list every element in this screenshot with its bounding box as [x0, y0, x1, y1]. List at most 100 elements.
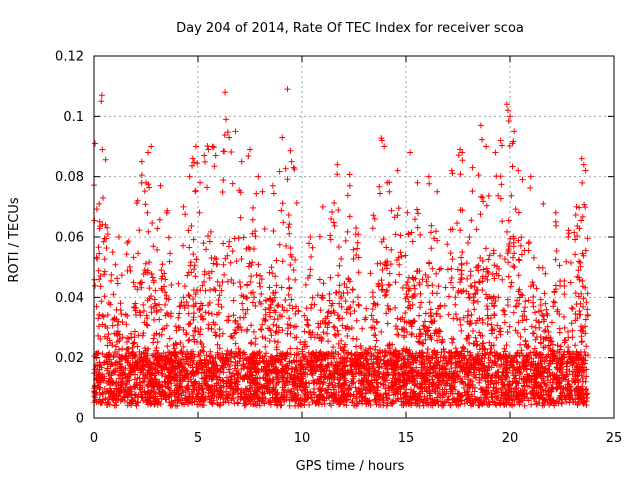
data-point [210, 319, 217, 326]
data-point [219, 330, 226, 337]
data-point [405, 298, 412, 305]
data-point [414, 179, 421, 186]
data-point [425, 173, 432, 180]
data-point [515, 256, 522, 263]
data-point [257, 283, 264, 290]
data-point [394, 167, 401, 174]
data-point [213, 256, 220, 263]
data-point [449, 170, 456, 177]
data-point [386, 188, 393, 195]
data-point [521, 383, 528, 390]
data-point [392, 231, 399, 238]
data-point [501, 307, 508, 314]
data-point [308, 253, 315, 260]
data-point [483, 302, 490, 309]
data-point [531, 345, 538, 352]
data-point [497, 252, 504, 259]
data-point [205, 270, 212, 277]
data-point [275, 302, 282, 309]
data-point [424, 345, 431, 352]
data-point [359, 325, 366, 332]
data-point [136, 309, 143, 316]
data-point [522, 337, 529, 344]
data-point [449, 256, 456, 263]
data-point [92, 282, 99, 289]
data-point [134, 343, 141, 350]
data-point [353, 336, 360, 343]
data-point [437, 265, 444, 272]
data-point [142, 201, 149, 208]
data-point [167, 313, 174, 320]
data-point [409, 294, 416, 301]
data-point [541, 328, 548, 335]
data-point [428, 222, 435, 229]
data-point [459, 288, 466, 295]
data-point [214, 341, 221, 348]
data-point [412, 216, 419, 223]
data-point [510, 309, 517, 316]
data-point [483, 143, 490, 150]
data-point [388, 207, 395, 214]
data-point [317, 307, 324, 314]
data-point [114, 351, 121, 358]
data-point [223, 116, 230, 123]
data-point [256, 348, 263, 355]
data-point [442, 284, 449, 291]
data-point [447, 279, 454, 286]
data-point [98, 98, 105, 105]
data-point [140, 308, 147, 315]
data-point [202, 287, 209, 294]
data-point [119, 319, 126, 326]
data-point [93, 206, 100, 213]
data-point [373, 401, 380, 408]
data-point [190, 251, 197, 258]
data-point [287, 345, 294, 352]
data-point [185, 310, 192, 317]
data-point [378, 277, 385, 284]
data-point [226, 134, 233, 141]
data-point [270, 190, 277, 197]
data-point [187, 259, 194, 266]
data-point [284, 86, 291, 93]
data-point [444, 266, 451, 273]
data-point [145, 345, 152, 352]
data-point [101, 256, 108, 263]
data-point [212, 152, 219, 159]
data-point [471, 279, 478, 286]
data-point [457, 227, 464, 234]
data-point [477, 211, 484, 218]
data-point [334, 171, 341, 178]
data-point [166, 335, 173, 342]
data-point [269, 270, 276, 277]
data-point [518, 251, 525, 258]
data-point [548, 338, 555, 345]
data-point [580, 161, 587, 168]
data-point [349, 286, 356, 293]
data-point [273, 257, 280, 264]
data-point [98, 92, 105, 99]
data-point [421, 318, 428, 325]
data-point [483, 265, 490, 272]
data-point [292, 276, 299, 283]
data-point [429, 282, 436, 289]
data-point [522, 298, 529, 305]
data-point [495, 192, 502, 199]
data-point [220, 240, 227, 247]
data-point [447, 250, 454, 257]
data-point [415, 210, 422, 217]
data-point [273, 282, 280, 289]
data-point [196, 209, 203, 216]
data-point [479, 194, 486, 201]
data-point [459, 249, 466, 256]
data-point [97, 283, 104, 290]
data-point [256, 280, 263, 287]
data-point [124, 312, 131, 319]
data-point [403, 291, 410, 298]
data-point [475, 172, 482, 179]
data-point [282, 297, 289, 304]
data-point [136, 227, 143, 234]
data-point [325, 320, 332, 327]
data-point [122, 311, 129, 318]
data-point [515, 209, 522, 216]
data-point [509, 163, 516, 170]
